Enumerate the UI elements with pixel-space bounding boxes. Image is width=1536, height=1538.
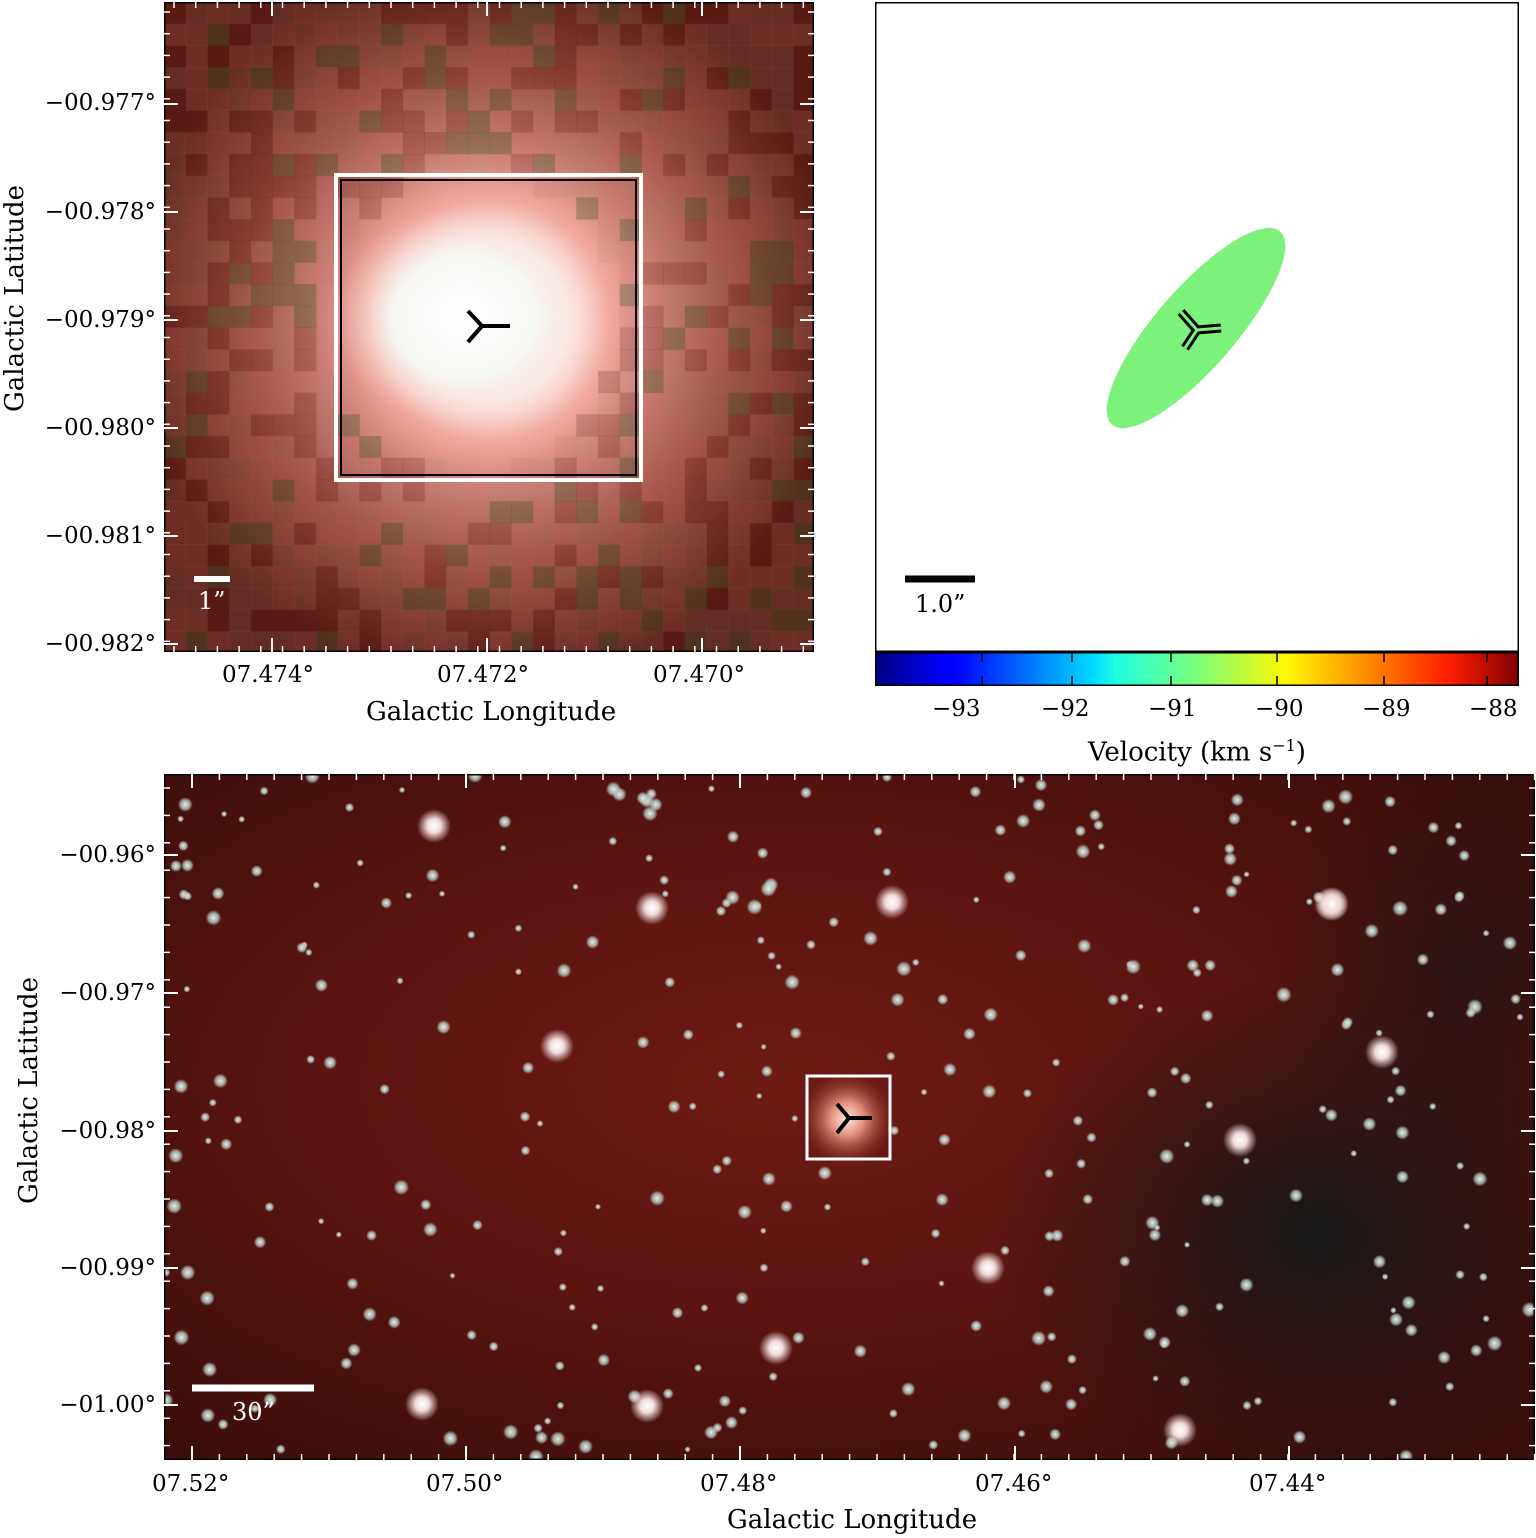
y-tick-label: −00.978° [44,199,156,225]
x-tick-label: 07.46° [975,1471,1053,1497]
zoom-image [164,2,814,652]
colorbar-title-close: ) [1295,737,1306,768]
x-axis-title: Galactic Longitude [727,1505,978,1535]
y-tick-label: −00.97° [59,980,156,1006]
source-marker-icon [835,1102,872,1135]
y-tick-label: −00.977° [44,90,156,116]
x-axis-title: Galactic Longitude [366,697,617,727]
y-tick-label: −00.979° [44,307,156,333]
zoom-region-box [805,1074,892,1161]
colorbar-tick-label: −89 [1362,696,1411,722]
colorbar-tick-label: −91 [1148,696,1197,722]
y-tick-label: −00.99° [59,1255,156,1281]
x-tick-label: 07.48° [700,1471,778,1497]
y-axis-title: Galactic Latitude [14,977,44,1204]
colorbar-tick-label: −93 [932,696,981,722]
y-tick-label: −00.96° [59,842,156,868]
wide-field-image [164,774,1535,1460]
x-tick-label: 07.472° [437,662,529,688]
y-tick-label: −01.00° [59,1392,156,1418]
scale-bar-label: 1.0” [915,590,966,618]
y-tick-label: −00.982° [44,631,156,657]
colorbar-tick-label: −92 [1041,696,1090,722]
zoom-box [334,173,643,482]
colorbar-tick-label: −88 [1469,696,1518,722]
colorbar-title: Velocity (km s−1) [1088,736,1306,768]
source-marker-icon [466,309,510,344]
x-tick-label: 07.52° [152,1471,230,1497]
colorbar-title-sup: −1 [1272,736,1296,755]
scale-bar-label: 1” [198,587,226,615]
colorbar-title-text: Velocity (km s [1088,737,1273,768]
y-axis-title: Galactic Latitude [0,185,30,412]
y-tick-label: −00.981° [44,523,156,549]
x-tick-label: 07.470° [653,662,745,688]
y-tick-label: −00.980° [44,415,156,441]
colorbar-tick-label: −90 [1255,696,1304,722]
x-tick-label: 07.44° [1249,1471,1327,1497]
top-left-image-panel: 1” [164,2,814,652]
top-right-velocity-panel: 1.0” [875,2,1519,652]
bottom-wide-field-panel: 30” [164,774,1535,1460]
x-tick-label: 07.474° [222,662,314,688]
y-tick-label: −00.98° [59,1118,156,1144]
scale-bar-label: 30” [232,1398,275,1426]
x-tick-label: 07.50° [426,1471,504,1497]
velocity-colorbar [873,650,1521,688]
